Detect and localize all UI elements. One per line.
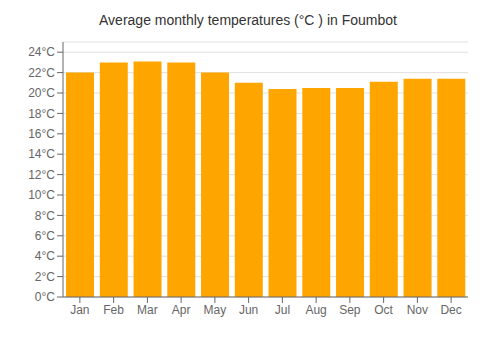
svg-text:Dec: Dec bbox=[440, 303, 461, 317]
svg-text:May: May bbox=[204, 303, 227, 317]
svg-text:4°C: 4°C bbox=[35, 249, 55, 263]
svg-text:0°C: 0°C bbox=[35, 290, 55, 304]
svg-text:Feb: Feb bbox=[103, 303, 124, 317]
svg-text:Nov: Nov bbox=[407, 303, 428, 317]
svg-text:Oct: Oct bbox=[374, 303, 393, 317]
svg-text:18°C: 18°C bbox=[28, 107, 55, 121]
svg-text:Mar: Mar bbox=[137, 303, 158, 317]
svg-text:16°C: 16°C bbox=[28, 127, 55, 141]
svg-text:20°C: 20°C bbox=[28, 86, 55, 100]
svg-text:2°C: 2°C bbox=[35, 270, 55, 284]
svg-text:24°C: 24°C bbox=[28, 45, 55, 59]
svg-text:6°C: 6°C bbox=[35, 229, 55, 243]
svg-text:10°C: 10°C bbox=[28, 188, 55, 202]
svg-text:8°C: 8°C bbox=[35, 209, 55, 223]
svg-text:22°C: 22°C bbox=[28, 66, 55, 80]
svg-text:Jul: Jul bbox=[275, 303, 290, 317]
svg-text:Jun: Jun bbox=[239, 303, 258, 317]
svg-text:Sep: Sep bbox=[339, 303, 361, 317]
svg-text:14°C: 14°C bbox=[28, 147, 55, 161]
svg-text:Jan: Jan bbox=[70, 303, 89, 317]
svg-text:Apr: Apr bbox=[172, 303, 191, 317]
svg-text:12°C: 12°C bbox=[28, 168, 55, 182]
svg-text:Aug: Aug bbox=[305, 303, 326, 317]
html-text:Average monthly temperatures (: Average monthly temperatures (°C ) in Fo… bbox=[99, 12, 397, 28]
